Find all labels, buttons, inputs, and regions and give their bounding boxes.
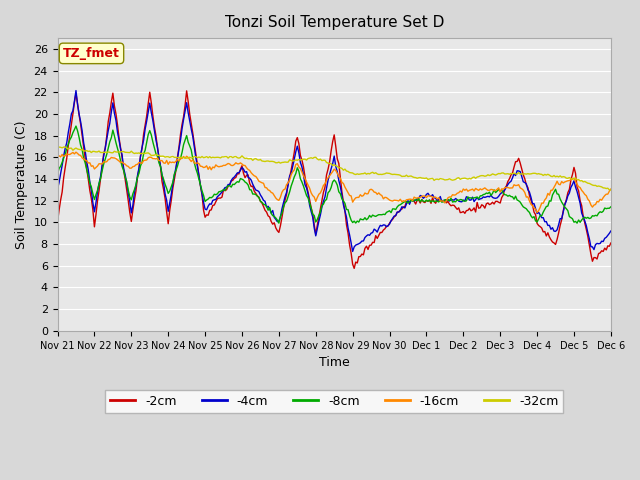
-8cm bbox=[69, 130, 77, 135]
-2cm bbox=[350, 265, 358, 271]
-16cm bbox=[388, 198, 396, 204]
-16cm bbox=[607, 186, 614, 192]
-16cm bbox=[158, 158, 166, 164]
-8cm bbox=[158, 172, 166, 178]
-2cm bbox=[157, 164, 164, 170]
-4cm bbox=[403, 201, 410, 207]
-2cm bbox=[183, 88, 191, 94]
-2cm bbox=[607, 240, 614, 246]
-8cm bbox=[543, 204, 550, 209]
-8cm bbox=[275, 220, 283, 226]
-32cm bbox=[387, 171, 395, 177]
Line: -4cm: -4cm bbox=[58, 91, 611, 252]
Line: -2cm: -2cm bbox=[58, 91, 611, 268]
-8cm bbox=[54, 171, 61, 177]
Line: -16cm: -16cm bbox=[58, 152, 611, 213]
Legend: -2cm, -4cm, -8cm, -16cm, -32cm: -2cm, -4cm, -8cm, -16cm, -32cm bbox=[105, 390, 563, 413]
-32cm bbox=[399, 173, 407, 179]
-32cm bbox=[69, 147, 77, 153]
Text: TZ_fmet: TZ_fmet bbox=[63, 47, 120, 60]
-8cm bbox=[390, 206, 398, 212]
Line: -32cm: -32cm bbox=[58, 146, 611, 190]
-32cm bbox=[607, 187, 614, 193]
-4cm bbox=[372, 228, 380, 233]
-4cm bbox=[390, 213, 398, 219]
-2cm bbox=[372, 233, 380, 239]
-16cm bbox=[54, 155, 61, 160]
X-axis label: Time: Time bbox=[319, 356, 349, 369]
-16cm bbox=[371, 189, 378, 195]
-8cm bbox=[372, 214, 380, 219]
-4cm bbox=[349, 249, 356, 254]
-4cm bbox=[158, 172, 166, 178]
-16cm bbox=[69, 150, 77, 156]
-8cm bbox=[72, 123, 80, 129]
-4cm bbox=[54, 186, 61, 192]
-2cm bbox=[54, 219, 61, 225]
-32cm bbox=[157, 154, 164, 159]
-4cm bbox=[543, 219, 550, 225]
-16cm bbox=[533, 210, 541, 216]
-8cm bbox=[607, 204, 614, 210]
-4cm bbox=[69, 108, 77, 114]
-32cm bbox=[369, 169, 376, 175]
-32cm bbox=[540, 173, 547, 179]
-16cm bbox=[543, 195, 550, 201]
-16cm bbox=[72, 149, 80, 155]
-4cm bbox=[607, 228, 614, 234]
-2cm bbox=[390, 214, 398, 220]
-4cm bbox=[72, 88, 80, 94]
Y-axis label: Soil Temperature (C): Soil Temperature (C) bbox=[15, 120, 28, 249]
-16cm bbox=[401, 198, 409, 204]
Title: Tonzi Soil Temperature Set D: Tonzi Soil Temperature Set D bbox=[225, 15, 444, 30]
-2cm bbox=[69, 111, 77, 117]
-8cm bbox=[403, 199, 410, 204]
Line: -8cm: -8cm bbox=[58, 126, 611, 223]
-2cm bbox=[403, 199, 410, 204]
-32cm bbox=[54, 144, 61, 149]
-2cm bbox=[543, 233, 550, 239]
